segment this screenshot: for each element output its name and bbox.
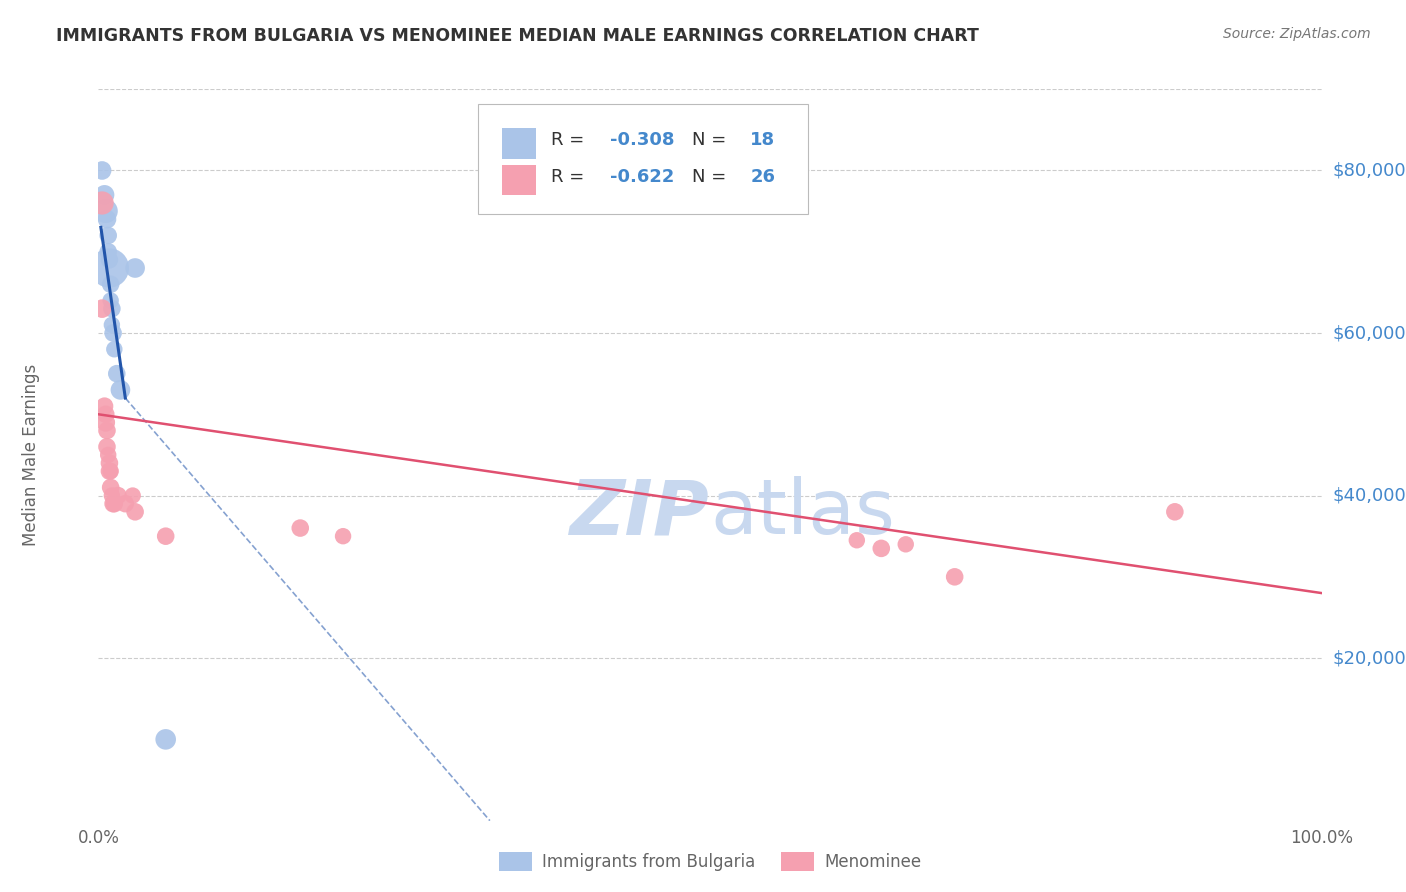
Point — [110, 383, 132, 397]
Text: -0.308: -0.308 — [610, 131, 675, 149]
Point — [91, 301, 114, 316]
Point — [94, 416, 117, 430]
Text: -0.622: -0.622 — [610, 168, 673, 186]
Text: 26: 26 — [751, 168, 775, 186]
Text: Median Male Earnings: Median Male Earnings — [22, 364, 41, 546]
Point — [100, 480, 122, 494]
Point — [96, 212, 118, 227]
Point — [121, 489, 143, 503]
FancyBboxPatch shape — [478, 103, 808, 213]
Point — [98, 260, 121, 275]
Point — [332, 529, 354, 543]
Point — [93, 399, 115, 413]
Point — [98, 252, 121, 267]
Legend: Immigrants from Bulgaria, Menominee: Immigrants from Bulgaria, Menominee — [492, 846, 928, 878]
Point — [100, 293, 122, 308]
Point — [894, 537, 917, 551]
Point — [100, 464, 122, 478]
FancyBboxPatch shape — [502, 164, 536, 195]
Point — [91, 163, 114, 178]
Point — [101, 301, 124, 316]
Point — [114, 497, 136, 511]
Point — [1164, 505, 1187, 519]
Point — [97, 228, 120, 243]
Point — [100, 277, 122, 292]
Point — [101, 318, 124, 332]
Point — [98, 464, 121, 478]
Point — [97, 244, 120, 259]
Point — [845, 533, 868, 548]
Point — [870, 541, 893, 556]
Text: 18: 18 — [751, 131, 776, 149]
Point — [96, 424, 118, 438]
Text: $60,000: $60,000 — [1333, 324, 1406, 342]
Point — [101, 326, 124, 340]
Text: $20,000: $20,000 — [1333, 649, 1406, 667]
Text: ZIP: ZIP — [571, 476, 710, 550]
Point — [155, 529, 177, 543]
Point — [101, 497, 124, 511]
Text: $80,000: $80,000 — [1333, 161, 1406, 179]
Point — [103, 343, 125, 357]
Text: R =: R = — [551, 131, 591, 149]
Point — [124, 260, 146, 275]
Text: atlas: atlas — [710, 476, 894, 550]
Point — [290, 521, 312, 535]
Point — [94, 407, 117, 421]
Point — [91, 196, 114, 211]
Text: $40,000: $40,000 — [1333, 486, 1406, 505]
Point — [103, 497, 125, 511]
Text: IMMIGRANTS FROM BULGARIA VS MENOMINEE MEDIAN MALE EARNINGS CORRELATION CHART: IMMIGRANTS FROM BULGARIA VS MENOMINEE ME… — [56, 27, 979, 45]
Text: R =: R = — [551, 168, 591, 186]
Point — [97, 448, 120, 462]
Point — [96, 440, 118, 454]
Point — [155, 732, 177, 747]
Text: Source: ZipAtlas.com: Source: ZipAtlas.com — [1223, 27, 1371, 41]
Point — [101, 489, 124, 503]
Point — [107, 489, 129, 503]
Point — [105, 367, 128, 381]
Point — [124, 505, 146, 519]
Text: N =: N = — [692, 131, 731, 149]
Point — [943, 570, 966, 584]
Point — [93, 187, 115, 202]
FancyBboxPatch shape — [502, 128, 536, 159]
Point — [94, 204, 117, 219]
Point — [98, 456, 121, 470]
Text: N =: N = — [692, 168, 731, 186]
